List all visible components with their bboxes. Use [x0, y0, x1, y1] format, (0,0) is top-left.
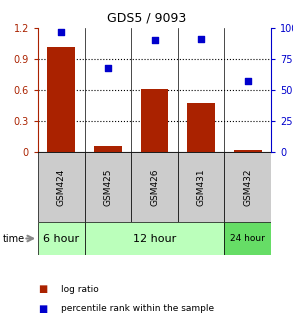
Bar [38, 152, 85, 222]
Bar [94, 146, 122, 152]
Text: GSM426: GSM426 [150, 168, 159, 206]
Bar [187, 103, 215, 152]
Bar [141, 89, 168, 152]
Text: GSM431: GSM431 [197, 168, 206, 206]
Text: 12 hour: 12 hour [133, 233, 176, 244]
Bar [38, 222, 85, 255]
Text: GSM425: GSM425 [103, 168, 113, 206]
Text: percentile rank within the sample: percentile rank within the sample [62, 304, 214, 313]
Bar [131, 152, 178, 222]
Bar [224, 152, 271, 222]
Bar [85, 152, 131, 222]
Text: 6 hour: 6 hour [43, 233, 79, 244]
Text: ■: ■ [38, 304, 47, 314]
Point [152, 38, 157, 43]
Bar [234, 150, 262, 152]
Bar [224, 222, 271, 255]
Point [105, 65, 110, 70]
Text: time: time [3, 233, 25, 244]
Text: GSM424: GSM424 [57, 168, 66, 206]
Point [245, 79, 250, 84]
Text: log ratio: log ratio [62, 285, 99, 294]
Point [199, 37, 203, 42]
Text: GDS5 / 9093: GDS5 / 9093 [107, 12, 186, 25]
Bar [85, 222, 224, 255]
Text: ■: ■ [38, 284, 47, 294]
Text: GSM432: GSM432 [243, 168, 252, 206]
Text: 24 hour: 24 hour [230, 234, 265, 243]
Bar [178, 152, 224, 222]
Point [59, 29, 64, 34]
Bar [47, 47, 75, 152]
